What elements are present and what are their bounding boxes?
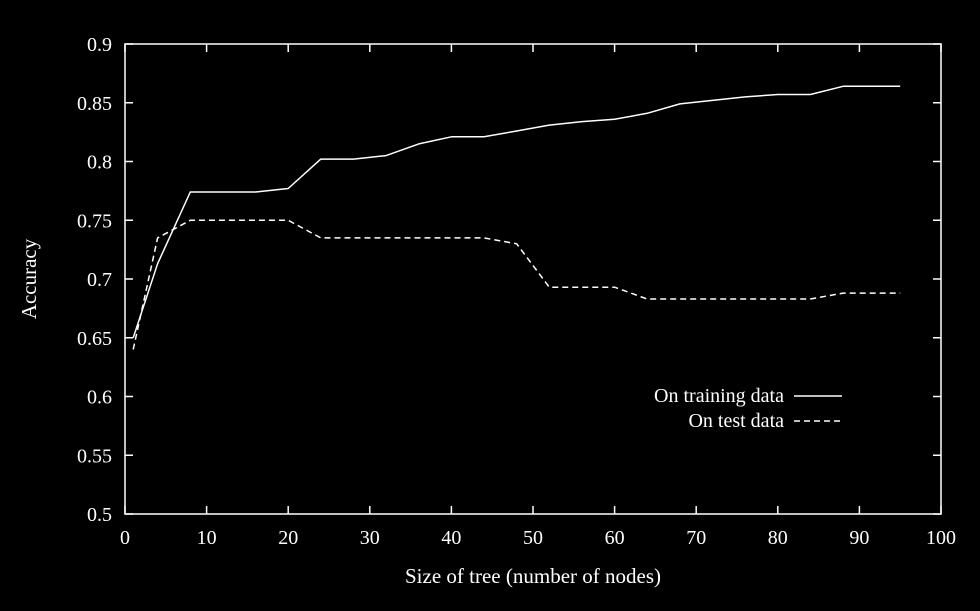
legend-label-training: On training data: [654, 385, 784, 407]
x-tick-label: 80: [768, 527, 788, 549]
x-tick-label: 40: [441, 527, 461, 549]
y-tick-label: 0.5: [87, 504, 112, 526]
x-tick-label: 50: [523, 527, 543, 549]
legend: On training data On test data: [654, 385, 842, 432]
series-line-test: [132, 219, 901, 350]
x-tick-label: 20: [278, 527, 298, 549]
y-tick-label: 0.8: [87, 152, 112, 174]
y-tick-label: 0.55: [77, 445, 112, 467]
x-tick-label: 10: [197, 527, 217, 549]
x-tick-labels: 0 10 20 30 40 50 60 70 80 90 100: [120, 527, 956, 549]
y-tick-labels: 0.5 0.55 0.6 0.65 0.7 0.75 0.8 0.85 0.9: [77, 34, 112, 526]
y-tick-label: 0.85: [77, 93, 112, 115]
x-tick-label: 60: [605, 527, 625, 549]
x-tick-label: 90: [849, 527, 869, 549]
x-axis-label: Size of tree (number of nodes): [405, 564, 661, 588]
x-tick-label: 100: [926, 527, 956, 549]
axis-ticks: [124, 43, 942, 515]
x-tick-label: 70: [686, 527, 706, 549]
y-tick-label: 0.9: [87, 34, 112, 56]
x-tick-label: 30: [360, 527, 380, 549]
y-tick-label: 0.6: [87, 387, 112, 409]
x-tick-label: 0: [120, 527, 130, 549]
series-lines: [132, 85, 901, 350]
y-tick-label: 0.65: [77, 328, 112, 350]
series-line-training: [132, 85, 901, 339]
legend-label-test: On test data: [688, 410, 784, 432]
y-axis-label: Accuracy: [17, 238, 41, 319]
y-tick-label: 0.75: [77, 210, 112, 232]
y-tick-label: 0.7: [87, 269, 112, 291]
